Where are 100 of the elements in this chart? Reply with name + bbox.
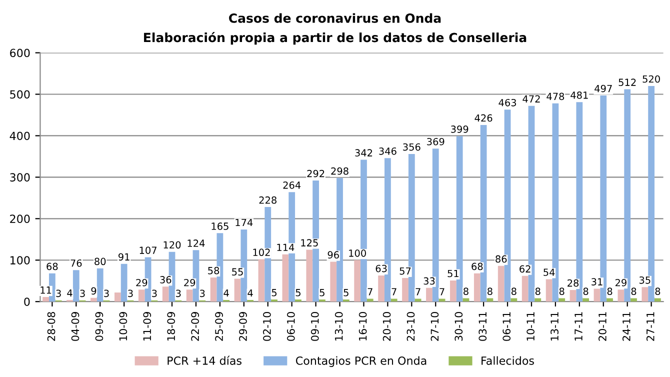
data-label: 463 bbox=[498, 98, 516, 106]
data-label: 426 bbox=[474, 114, 492, 122]
legend-label: PCR +14 días bbox=[168, 356, 242, 365]
bar bbox=[330, 262, 337, 302]
x-tick-label: 30-10 bbox=[454, 312, 463, 341]
data-label: 472 bbox=[522, 95, 540, 102]
bar bbox=[258, 259, 265, 302]
data-label: 399 bbox=[451, 126, 468, 133]
bar bbox=[114, 292, 121, 302]
data-label: 54 bbox=[544, 268, 555, 276]
bar bbox=[306, 250, 313, 302]
data-label: 3 bbox=[56, 290, 61, 298]
data-label: 228 bbox=[259, 196, 276, 204]
bar bbox=[606, 298, 613, 302]
x-tick-label: 28-08 bbox=[47, 312, 56, 341]
bar bbox=[138, 290, 145, 302]
data-label: 31 bbox=[592, 278, 602, 286]
x-tick-label: 06-10 bbox=[286, 312, 295, 341]
chart-subtitle: Elaboración propia a partir de los datos de Conselleria bbox=[144, 32, 526, 45]
x-tick-label: 06-11 bbox=[502, 312, 511, 341]
data-label: 346 bbox=[379, 147, 396, 155]
bar bbox=[186, 290, 193, 302]
data-label: 36 bbox=[160, 276, 172, 284]
x-tick-label: 29-09 bbox=[239, 312, 247, 341]
x-tick-label: 13-11 bbox=[550, 312, 558, 340]
bar bbox=[642, 287, 648, 302]
x-tick-label: 11-09 bbox=[143, 312, 152, 340]
y-tick-label: 300 bbox=[10, 173, 30, 182]
data-label: 8 bbox=[631, 288, 636, 296]
data-label: 512 bbox=[618, 78, 636, 86]
data-label: 174 bbox=[236, 218, 253, 226]
data-label: 51 bbox=[448, 270, 458, 278]
x-tick-label: 02-10 bbox=[263, 312, 271, 341]
y-tick-label: 0 bbox=[24, 298, 30, 306]
x-tick-label: 09-10 bbox=[310, 312, 319, 341]
data-label: 264 bbox=[283, 181, 301, 189]
data-label: 29 bbox=[136, 278, 148, 286]
data-label: 120 bbox=[164, 241, 181, 249]
data-label: 3 bbox=[152, 290, 157, 298]
data-label: 5 bbox=[272, 289, 277, 296]
data-label: 100 bbox=[349, 250, 366, 257]
bar bbox=[450, 280, 456, 302]
bar bbox=[282, 254, 289, 302]
data-label: 62 bbox=[520, 265, 530, 273]
data-label: 29 bbox=[184, 278, 196, 286]
data-label: 8 bbox=[511, 288, 516, 296]
y-tick-label: 600 bbox=[10, 48, 30, 58]
data-label: 478 bbox=[546, 92, 564, 100]
data-label: 8 bbox=[583, 288, 588, 296]
bar bbox=[510, 298, 518, 302]
bar bbox=[522, 276, 528, 302]
data-label: 5 bbox=[344, 289, 348, 296]
data-label: 55 bbox=[232, 268, 243, 276]
x-tick-label: 09-09 bbox=[95, 312, 104, 341]
x-tick-label: 16-10 bbox=[358, 312, 367, 340]
data-label: 8 bbox=[559, 288, 564, 296]
data-label: 11 bbox=[40, 286, 52, 294]
data-label: 91 bbox=[118, 253, 130, 261]
data-label: 80 bbox=[94, 258, 106, 266]
data-label: 86 bbox=[496, 255, 507, 263]
x-tick-label: 20-11 bbox=[598, 312, 606, 341]
data-label: 9 bbox=[91, 287, 96, 295]
x-tick-label: 03-11 bbox=[478, 312, 487, 341]
data-label: 7 bbox=[416, 288, 420, 296]
bar bbox=[438, 298, 446, 302]
bar bbox=[402, 278, 408, 302]
legend-label: Fallecidos bbox=[482, 356, 534, 365]
x-tick-label: 10-11 bbox=[526, 312, 535, 340]
data-label: 107 bbox=[140, 246, 156, 254]
bar bbox=[210, 278, 217, 302]
data-label: 292 bbox=[307, 170, 324, 178]
data-label: 3 bbox=[80, 290, 85, 298]
bar bbox=[234, 278, 241, 302]
data-label: 57 bbox=[400, 267, 411, 275]
data-label: 369 bbox=[427, 138, 444, 146]
bar bbox=[582, 298, 590, 302]
data-label: 63 bbox=[376, 264, 387, 272]
data-label: 5 bbox=[296, 289, 300, 296]
bar bbox=[474, 273, 480, 302]
bar bbox=[618, 290, 624, 302]
y-tick-label: 100 bbox=[10, 256, 30, 265]
data-label: 520 bbox=[642, 75, 660, 83]
data-label: 96 bbox=[328, 251, 339, 259]
data-label: 76 bbox=[70, 259, 82, 267]
data-label: 298 bbox=[331, 167, 348, 175]
data-label: 8 bbox=[464, 288, 468, 296]
data-label: 124 bbox=[188, 240, 205, 247]
chart-title: Casos de coronavirus en Onda bbox=[229, 13, 441, 23]
bar bbox=[546, 279, 552, 302]
x-tick-label: 24-11 bbox=[622, 312, 630, 341]
data-label: 7 bbox=[392, 288, 396, 296]
x-tick-label: 23-10 bbox=[406, 312, 415, 341]
data-label: 356 bbox=[403, 143, 420, 151]
x-tick-label: 10-09 bbox=[119, 312, 128, 340]
data-label: 114 bbox=[277, 244, 294, 251]
data-label: 8 bbox=[535, 288, 540, 296]
data-label: 3 bbox=[104, 290, 109, 298]
data-label: 497 bbox=[594, 84, 612, 92]
bar bbox=[120, 264, 128, 302]
bar bbox=[162, 286, 169, 302]
